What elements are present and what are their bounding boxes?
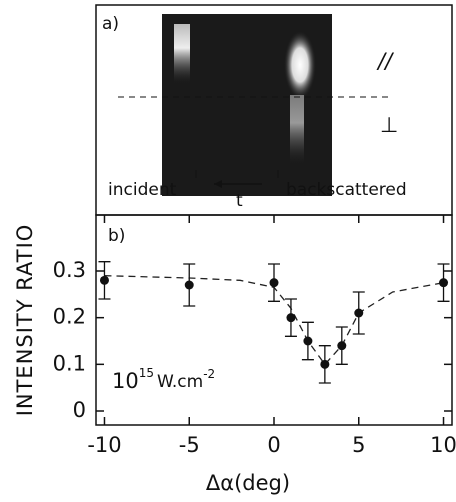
- annotation-base: 10: [112, 369, 139, 393]
- y-tick-label: 0.2: [53, 305, 86, 329]
- time-label: t: [236, 191, 243, 211]
- y-axis-label: INTENSITY RATIO: [13, 224, 37, 417]
- data-point: [286, 313, 296, 323]
- backscattered-label: backscattered: [286, 180, 407, 200]
- y-tick-label: 0.1: [53, 351, 86, 375]
- annotation-exponent: 15: [139, 366, 154, 380]
- backscatter-blob: [284, 31, 316, 99]
- data-point: [303, 336, 313, 346]
- incident-label: incident: [108, 180, 177, 200]
- perp-label: ⊥: [380, 113, 398, 137]
- annotation-unit: W.cm: [157, 372, 203, 392]
- x-tick-label: -10: [87, 433, 121, 457]
- arrow-head: [214, 180, 222, 188]
- annotation: 1015 W.cm-2: [112, 366, 215, 394]
- data-point: [99, 275, 109, 285]
- x-tick-label: -5: [179, 433, 200, 457]
- annotation-unit-exponent: -2: [203, 367, 215, 381]
- incident-streak: [174, 24, 190, 84]
- pointer: [195, 170, 279, 178]
- x-tick-label: 5: [352, 433, 365, 457]
- parallel-label: //: [376, 49, 394, 73]
- x-tick-label: 10: [430, 433, 456, 457]
- data-point: [354, 308, 364, 318]
- panel-label: b): [108, 226, 125, 246]
- data-point: [439, 278, 449, 288]
- backscatter-streak: [290, 95, 304, 165]
- panel-label: a): [102, 14, 119, 34]
- plot-frame: [95, 214, 453, 426]
- data-point: [269, 278, 279, 288]
- data-point: [320, 359, 330, 369]
- y-tick-label: 0.3: [53, 258, 86, 282]
- y-tick-label: 0: [73, 398, 86, 422]
- x-axis-label: Δα(deg): [206, 471, 290, 495]
- x-tick-label: 0: [267, 433, 280, 457]
- data-point: [337, 341, 347, 351]
- data-point: [184, 280, 194, 290]
